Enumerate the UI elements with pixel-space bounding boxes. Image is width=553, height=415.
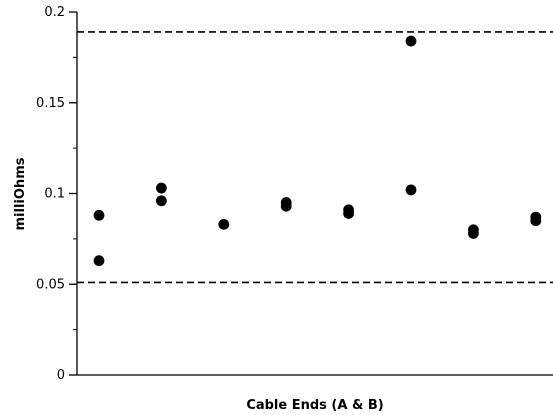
data-point-9 xyxy=(343,208,354,219)
data-point-13 xyxy=(468,228,479,239)
y-axis-title: milliOhms xyxy=(13,157,28,230)
x-axis-title: Cable Ends (A & B) xyxy=(246,398,383,413)
data-point-15 xyxy=(530,215,542,227)
y-tick-label: 0.05 xyxy=(36,277,65,292)
data-point-5 xyxy=(218,218,230,230)
reference-lines xyxy=(77,31,553,284)
y-tick-label: 0.1 xyxy=(44,187,65,202)
y-tick-label: 0.15 xyxy=(36,96,65,111)
data-point-2 xyxy=(93,255,105,267)
data-point-11 xyxy=(405,184,417,196)
data-point-4 xyxy=(156,195,167,207)
data-point-7 xyxy=(280,200,292,212)
data-point-10 xyxy=(405,35,417,47)
y-tick-label: 0 xyxy=(57,368,65,383)
data-point-1 xyxy=(93,209,105,221)
data-points xyxy=(93,35,542,267)
y-axis: 0 0.05 0.1 0.15 0.2 xyxy=(36,5,78,383)
y-tick-label: 0.2 xyxy=(44,5,65,20)
data-point-3 xyxy=(156,182,167,194)
